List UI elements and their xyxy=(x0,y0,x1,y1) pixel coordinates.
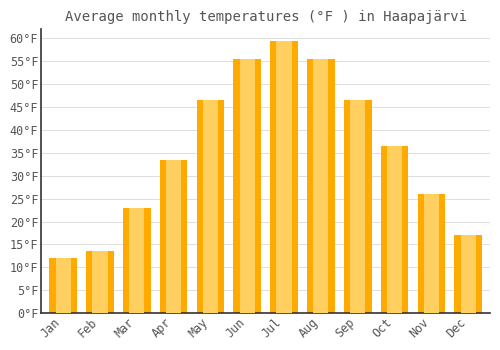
Bar xyxy=(454,235,482,313)
Bar xyxy=(203,100,218,313)
Bar xyxy=(307,59,334,313)
Bar xyxy=(56,258,70,313)
Title: Average monthly temperatures (°F ) in Haapajärvi: Average monthly temperatures (°F ) in Ha… xyxy=(64,10,466,24)
Bar xyxy=(270,41,298,313)
Bar xyxy=(234,59,261,313)
Bar xyxy=(276,41,291,313)
Bar xyxy=(160,160,188,313)
Bar xyxy=(129,208,144,313)
Bar xyxy=(380,146,408,313)
Bar xyxy=(424,194,439,313)
Bar xyxy=(92,251,108,313)
Bar xyxy=(314,59,328,313)
Bar xyxy=(123,208,150,313)
Bar xyxy=(350,100,366,313)
Bar xyxy=(240,59,255,313)
Bar xyxy=(418,194,445,313)
Bar xyxy=(387,146,402,313)
Bar xyxy=(460,235,476,313)
Bar xyxy=(166,160,181,313)
Bar xyxy=(196,100,224,313)
Bar xyxy=(50,258,77,313)
Bar xyxy=(344,100,372,313)
Bar xyxy=(86,251,114,313)
